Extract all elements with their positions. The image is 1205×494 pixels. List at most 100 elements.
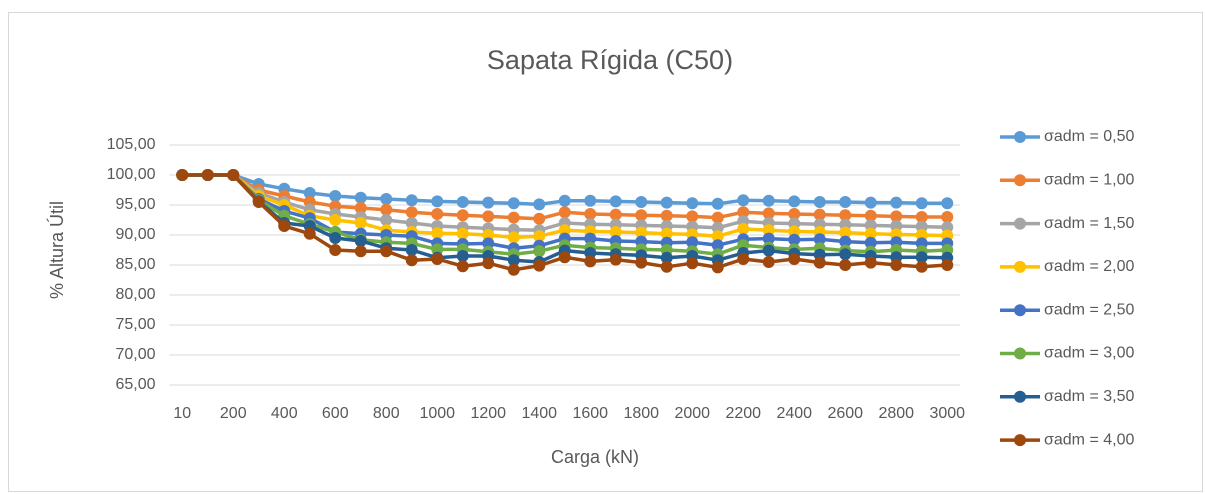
x-tick-label: 1000 — [419, 405, 455, 422]
point — [252, 196, 265, 208]
point — [507, 231, 520, 244]
point — [762, 194, 775, 207]
point — [380, 203, 393, 216]
point — [558, 224, 571, 237]
point — [354, 217, 367, 229]
point — [456, 250, 469, 262]
point — [711, 197, 724, 210]
point — [660, 227, 673, 240]
point — [737, 206, 750, 219]
point — [482, 237, 495, 250]
point — [839, 248, 852, 261]
point — [456, 227, 469, 240]
point — [354, 245, 367, 258]
point — [635, 209, 648, 222]
point — [584, 255, 597, 268]
legend-marker — [1014, 260, 1026, 273]
point — [329, 214, 342, 226]
point — [609, 226, 622, 238]
point — [890, 210, 903, 223]
y-tick-label: 90,00 — [115, 226, 155, 243]
point — [482, 257, 495, 270]
point — [303, 187, 316, 199]
point — [533, 198, 546, 211]
legend-label: σadm = 2,50 — [1044, 301, 1134, 318]
point — [890, 196, 903, 209]
point — [329, 190, 342, 202]
legend-marker — [1014, 434, 1026, 447]
point — [533, 245, 546, 258]
legend-marker — [1014, 347, 1026, 360]
point — [329, 244, 342, 256]
x-tick-label: 1600 — [572, 405, 608, 422]
point — [762, 244, 775, 257]
point — [890, 259, 903, 271]
point — [405, 217, 418, 229]
point — [558, 251, 571, 264]
y-tick-label: 80,00 — [115, 286, 155, 303]
y-axis-label: % Altura Útil — [46, 201, 67, 299]
x-tick-label: 800 — [373, 405, 400, 422]
point — [864, 219, 877, 232]
legend-marker — [1014, 217, 1026, 230]
point — [839, 259, 852, 271]
point — [711, 230, 724, 243]
legend-label: σadm = 0,50 — [1044, 128, 1134, 145]
point — [660, 196, 673, 209]
point — [558, 206, 571, 219]
point — [813, 233, 826, 246]
point — [813, 256, 826, 269]
point — [686, 257, 699, 270]
point — [584, 247, 597, 259]
point — [788, 225, 801, 238]
point — [584, 194, 597, 207]
x-tick-label: 2800 — [878, 405, 914, 422]
point — [329, 232, 342, 244]
point — [431, 243, 444, 256]
point — [584, 208, 597, 220]
legend-label: σadm = 2,00 — [1044, 258, 1134, 275]
point — [533, 230, 546, 243]
point — [864, 209, 877, 222]
x-tick-label: 2400 — [776, 405, 812, 422]
x-tick-label: 2000 — [674, 405, 710, 422]
point — [533, 259, 546, 272]
point — [813, 208, 826, 221]
x-tick-label: 200 — [220, 405, 247, 422]
point — [201, 169, 214, 181]
point — [482, 210, 495, 223]
point — [762, 232, 775, 245]
point — [711, 261, 724, 274]
point — [431, 227, 444, 240]
legend-label: σadm = 3,50 — [1044, 388, 1134, 405]
point — [405, 254, 418, 267]
chart-title: Sapata Rígida (C50) — [487, 45, 733, 75]
point — [660, 260, 673, 273]
legend-marker — [1014, 390, 1026, 403]
point — [609, 208, 622, 221]
point — [405, 206, 418, 219]
y-tick-label: 95,00 — [115, 196, 155, 213]
point — [405, 194, 418, 207]
point — [380, 214, 393, 226]
point — [737, 194, 750, 207]
point — [354, 191, 367, 204]
y-tick-label: 70,00 — [115, 346, 155, 363]
point — [431, 195, 444, 208]
legend-label: σadm = 3,00 — [1044, 345, 1134, 362]
point — [456, 196, 469, 208]
point — [686, 236, 699, 249]
x-tick-label: 400 — [271, 405, 298, 422]
point — [354, 235, 367, 247]
point — [456, 260, 469, 273]
point — [864, 196, 877, 209]
point — [788, 253, 801, 265]
y-tick-label: 85,00 — [115, 256, 155, 273]
point — [915, 260, 928, 273]
point — [227, 169, 240, 181]
point — [456, 209, 469, 222]
point — [788, 208, 801, 220]
legend-marker — [1014, 131, 1026, 143]
point — [507, 197, 520, 210]
x-tick-label: 10 — [173, 405, 191, 422]
